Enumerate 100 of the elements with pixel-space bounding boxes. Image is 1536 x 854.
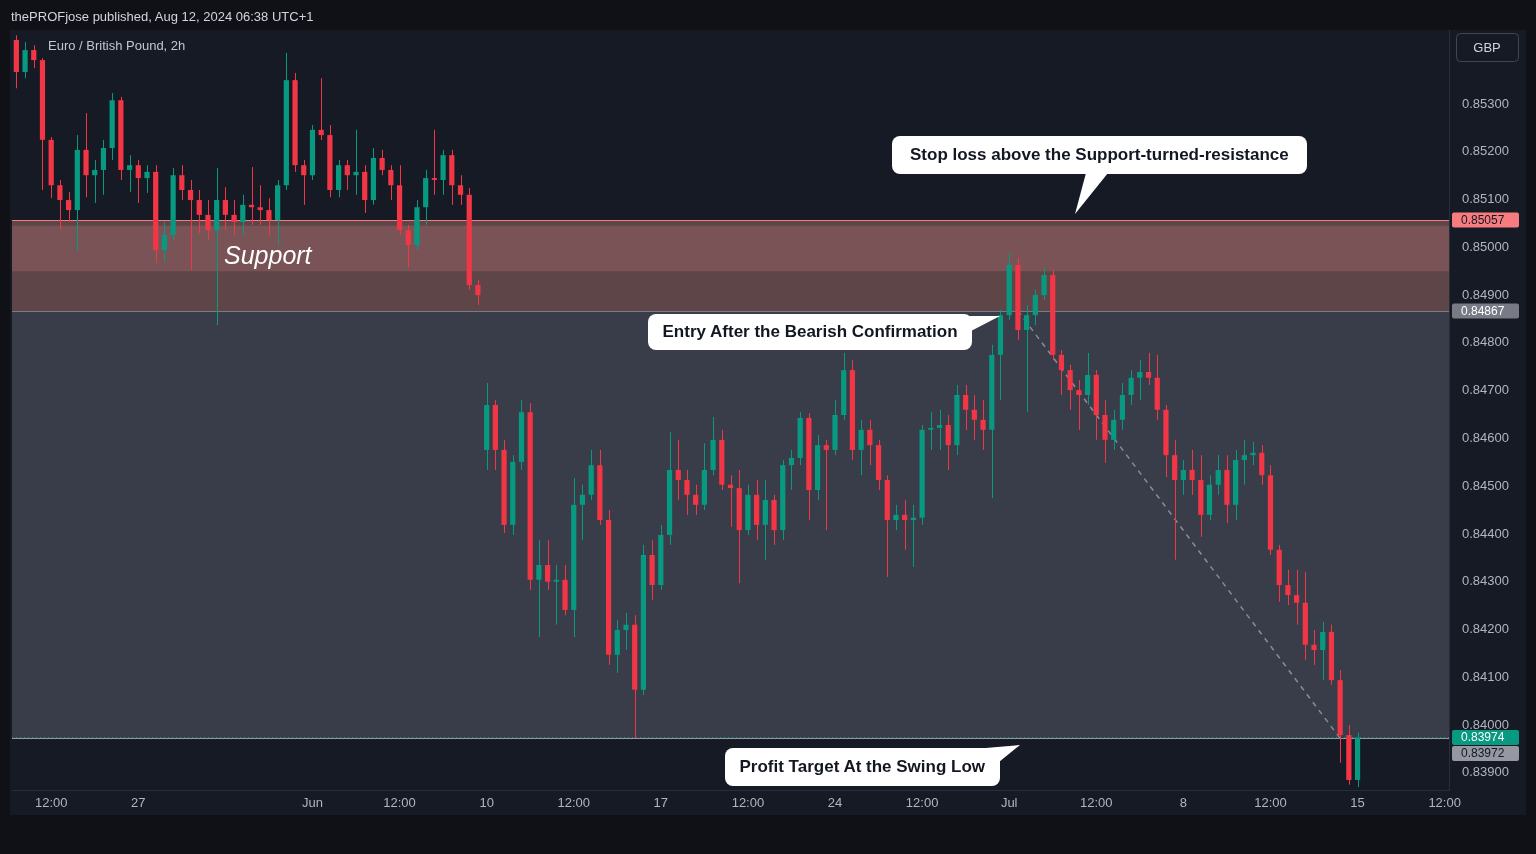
candlestick	[187, 179, 194, 271]
x-tick-label: 17	[653, 795, 669, 811]
candlestick	[1145, 352, 1152, 386]
candlestick	[1058, 349, 1065, 396]
x-tick-label: 12:00	[1428, 795, 1461, 811]
candlestick	[257, 184, 263, 226]
annotation: Entry After the Bearish Confirmation	[662, 322, 958, 342]
candlestick	[1285, 569, 1291, 606]
y-tick-label: 0.83900	[1462, 764, 1509, 780]
candlestick	[144, 164, 150, 194]
ref-line-label: 0.83972	[1461, 746, 1505, 761]
candlestick	[475, 279, 481, 306]
y-tick-label: 0.84700	[1462, 382, 1509, 398]
candlestick	[1024, 304, 1030, 413]
candlestick	[31, 44, 37, 69]
candlestick	[431, 129, 437, 196]
candlestick	[135, 159, 141, 204]
candlestick	[1180, 459, 1186, 496]
candlestick	[66, 191, 72, 223]
candlestick	[1032, 289, 1038, 326]
candlestick	[1250, 441, 1256, 466]
candlestick	[684, 469, 690, 516]
ref-line-label: 0.85057	[1461, 212, 1505, 227]
candlestick	[945, 414, 951, 471]
x-tick-label: 27	[131, 795, 146, 811]
y-tick-label: 0.84600	[1462, 430, 1509, 445]
candlestick	[963, 384, 969, 431]
text: thePROFjose published, Aug 12, 2024 06:38 UTC+1	[11, 8, 314, 24]
candlestick	[867, 419, 873, 466]
candlestick	[1311, 629, 1317, 666]
ref-line-label: 0.83974	[1461, 730, 1505, 745]
candlestick	[1259, 444, 1265, 486]
candlestick	[126, 154, 133, 193]
y-axis-title: GBP	[1473, 39, 1501, 55]
candlestick	[823, 439, 829, 531]
candlestick	[980, 399, 986, 451]
candlestick	[902, 499, 908, 551]
ref-line-label: 0.84867	[1461, 303, 1505, 318]
candlestick	[545, 539, 551, 591]
candlestick	[536, 539, 542, 638]
annotation: Profit Target At the Swing Low	[739, 757, 986, 777]
y-tick-label: 0.84000	[1462, 716, 1509, 732]
y-tick-label: 0.84500	[1462, 477, 1509, 493]
candlestick	[161, 221, 168, 263]
candlestick	[1128, 369, 1134, 406]
y-tick-label: 0.84300	[1462, 573, 1509, 589]
candlestick	[1241, 439, 1247, 486]
candlestick	[1084, 352, 1091, 406]
candlestick	[553, 564, 559, 626]
candlestick	[405, 224, 411, 268]
band-label: Support	[224, 241, 313, 270]
candlestick	[388, 164, 394, 201]
candlestick	[344, 159, 350, 191]
candlestick	[858, 419, 864, 476]
candlestick	[579, 484, 586, 541]
candlestick	[379, 149, 385, 176]
candlestick	[1215, 454, 1221, 496]
y-tick-label: 0.85200	[1462, 143, 1509, 159]
candlestick	[1189, 449, 1195, 496]
x-tick-label: 15	[1350, 795, 1365, 811]
candlestick	[457, 174, 464, 206]
candlestick	[196, 189, 202, 234]
x-tick-label: 12:00	[905, 795, 939, 811]
candlestick	[1067, 364, 1073, 411]
candlestick	[353, 129, 359, 196]
candlestick	[205, 199, 211, 241]
x-tick-label: 12:00	[34, 795, 68, 811]
candlestick	[92, 159, 98, 204]
candlestick	[1076, 379, 1082, 431]
candlestick	[893, 504, 899, 531]
candlestick	[1137, 359, 1143, 401]
x-tick-label: 12:00	[557, 795, 591, 811]
text: Euro / British Pound, 2h	[48, 37, 186, 53]
candlestick	[318, 77, 324, 141]
y-tick-label: 0.84200	[1462, 621, 1509, 637]
candlestick	[100, 139, 107, 196]
y-tick-label: 0.84400	[1462, 525, 1509, 541]
x-tick-label: 8	[1179, 795, 1187, 811]
y-tick-label: 0.84100	[1462, 668, 1509, 684]
y-tick-label: 0.84800	[1462, 334, 1509, 350]
y-tick-label: 0.85000	[1462, 238, 1509, 254]
candlestick	[675, 439, 681, 501]
candlestick	[936, 409, 943, 451]
x-tick-label: 12:00	[383, 795, 416, 811]
candlestick	[1041, 267, 1047, 301]
candlestick	[222, 186, 228, 231]
candlestick	[623, 612, 629, 651]
candlestick	[693, 484, 699, 516]
annotation: Stop loss above the Support-turned-resistance	[910, 145, 1289, 165]
candlestick	[22, 41, 28, 79]
candlestick	[1293, 569, 1300, 626]
x-tick-label: 10	[479, 795, 494, 811]
candlestick	[1320, 621, 1326, 681]
candlestick	[971, 394, 977, 441]
candlestick	[231, 199, 237, 236]
candlestick	[301, 159, 307, 206]
candlestick	[57, 179, 63, 231]
y-tick-label: 0.85100	[1462, 191, 1509, 207]
candlestick	[179, 164, 185, 201]
candlestick	[1111, 409, 1117, 451]
